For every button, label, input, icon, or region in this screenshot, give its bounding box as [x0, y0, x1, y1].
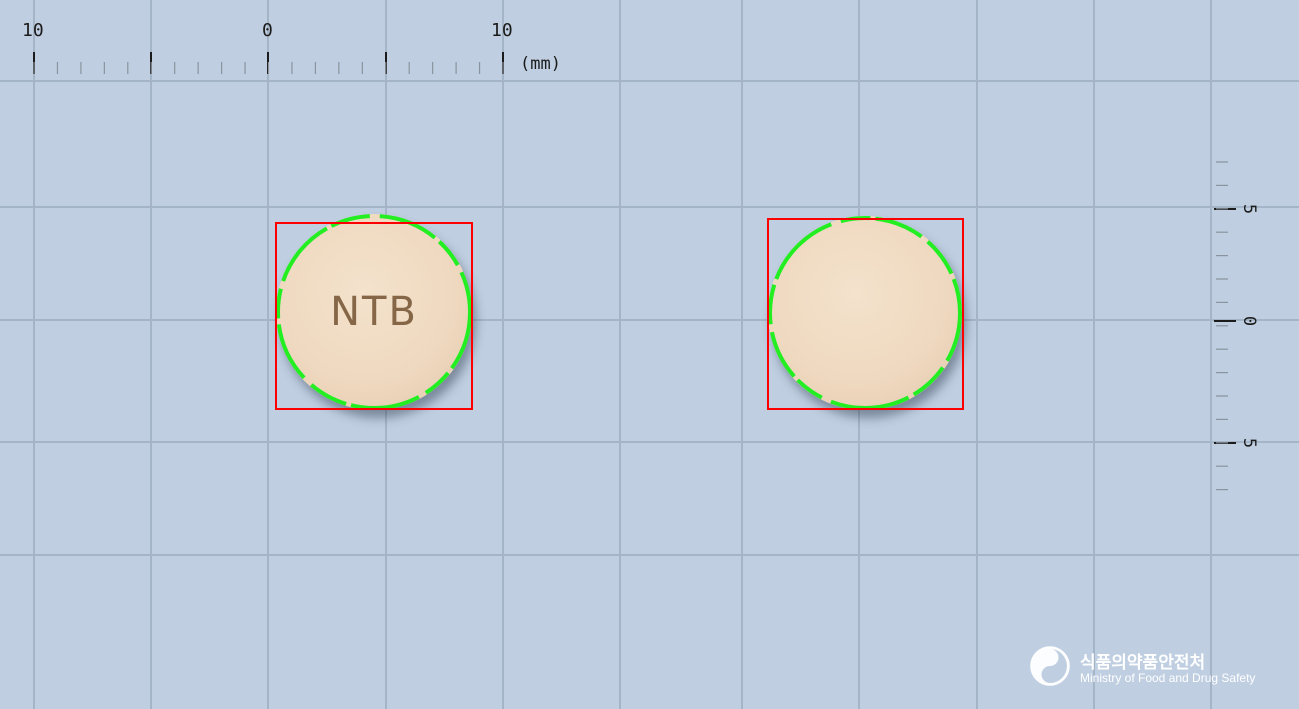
top-ruler-label-zero: 0 — [262, 20, 273, 41]
pill-front-body: NTB — [276, 214, 472, 410]
right-ruler-label-zero: 0 — [1239, 315, 1260, 327]
top-ruler-label-right: 10 — [491, 20, 513, 41]
right-ruler-label-bottom: 5 — [1239, 437, 1260, 449]
logo-korean-text: 식품의약품안전처 — [1080, 653, 1206, 673]
top-ruler-unit: (mm) — [520, 54, 561, 74]
taegeuk-swirl-icon — [1030, 646, 1070, 686]
pill-front-imprint: NTB — [330, 289, 418, 335]
pill-back — [768, 216, 962, 410]
pill-front-bounding-box — [275, 222, 473, 410]
pill-back-bounding-box — [767, 218, 964, 410]
pill-front: NTB — [276, 214, 472, 410]
logo-english-text: Ministry of Food and Drug Safety — [1080, 671, 1256, 685]
mfds-logo: 식품의약품안전처 Ministry of Food and Drug Safet… — [1030, 646, 1270, 696]
top-ruler-label-left: 10 — [22, 20, 44, 41]
right-ruler-label-top: 5 — [1239, 203, 1260, 215]
pill-back-body — [768, 216, 962, 410]
